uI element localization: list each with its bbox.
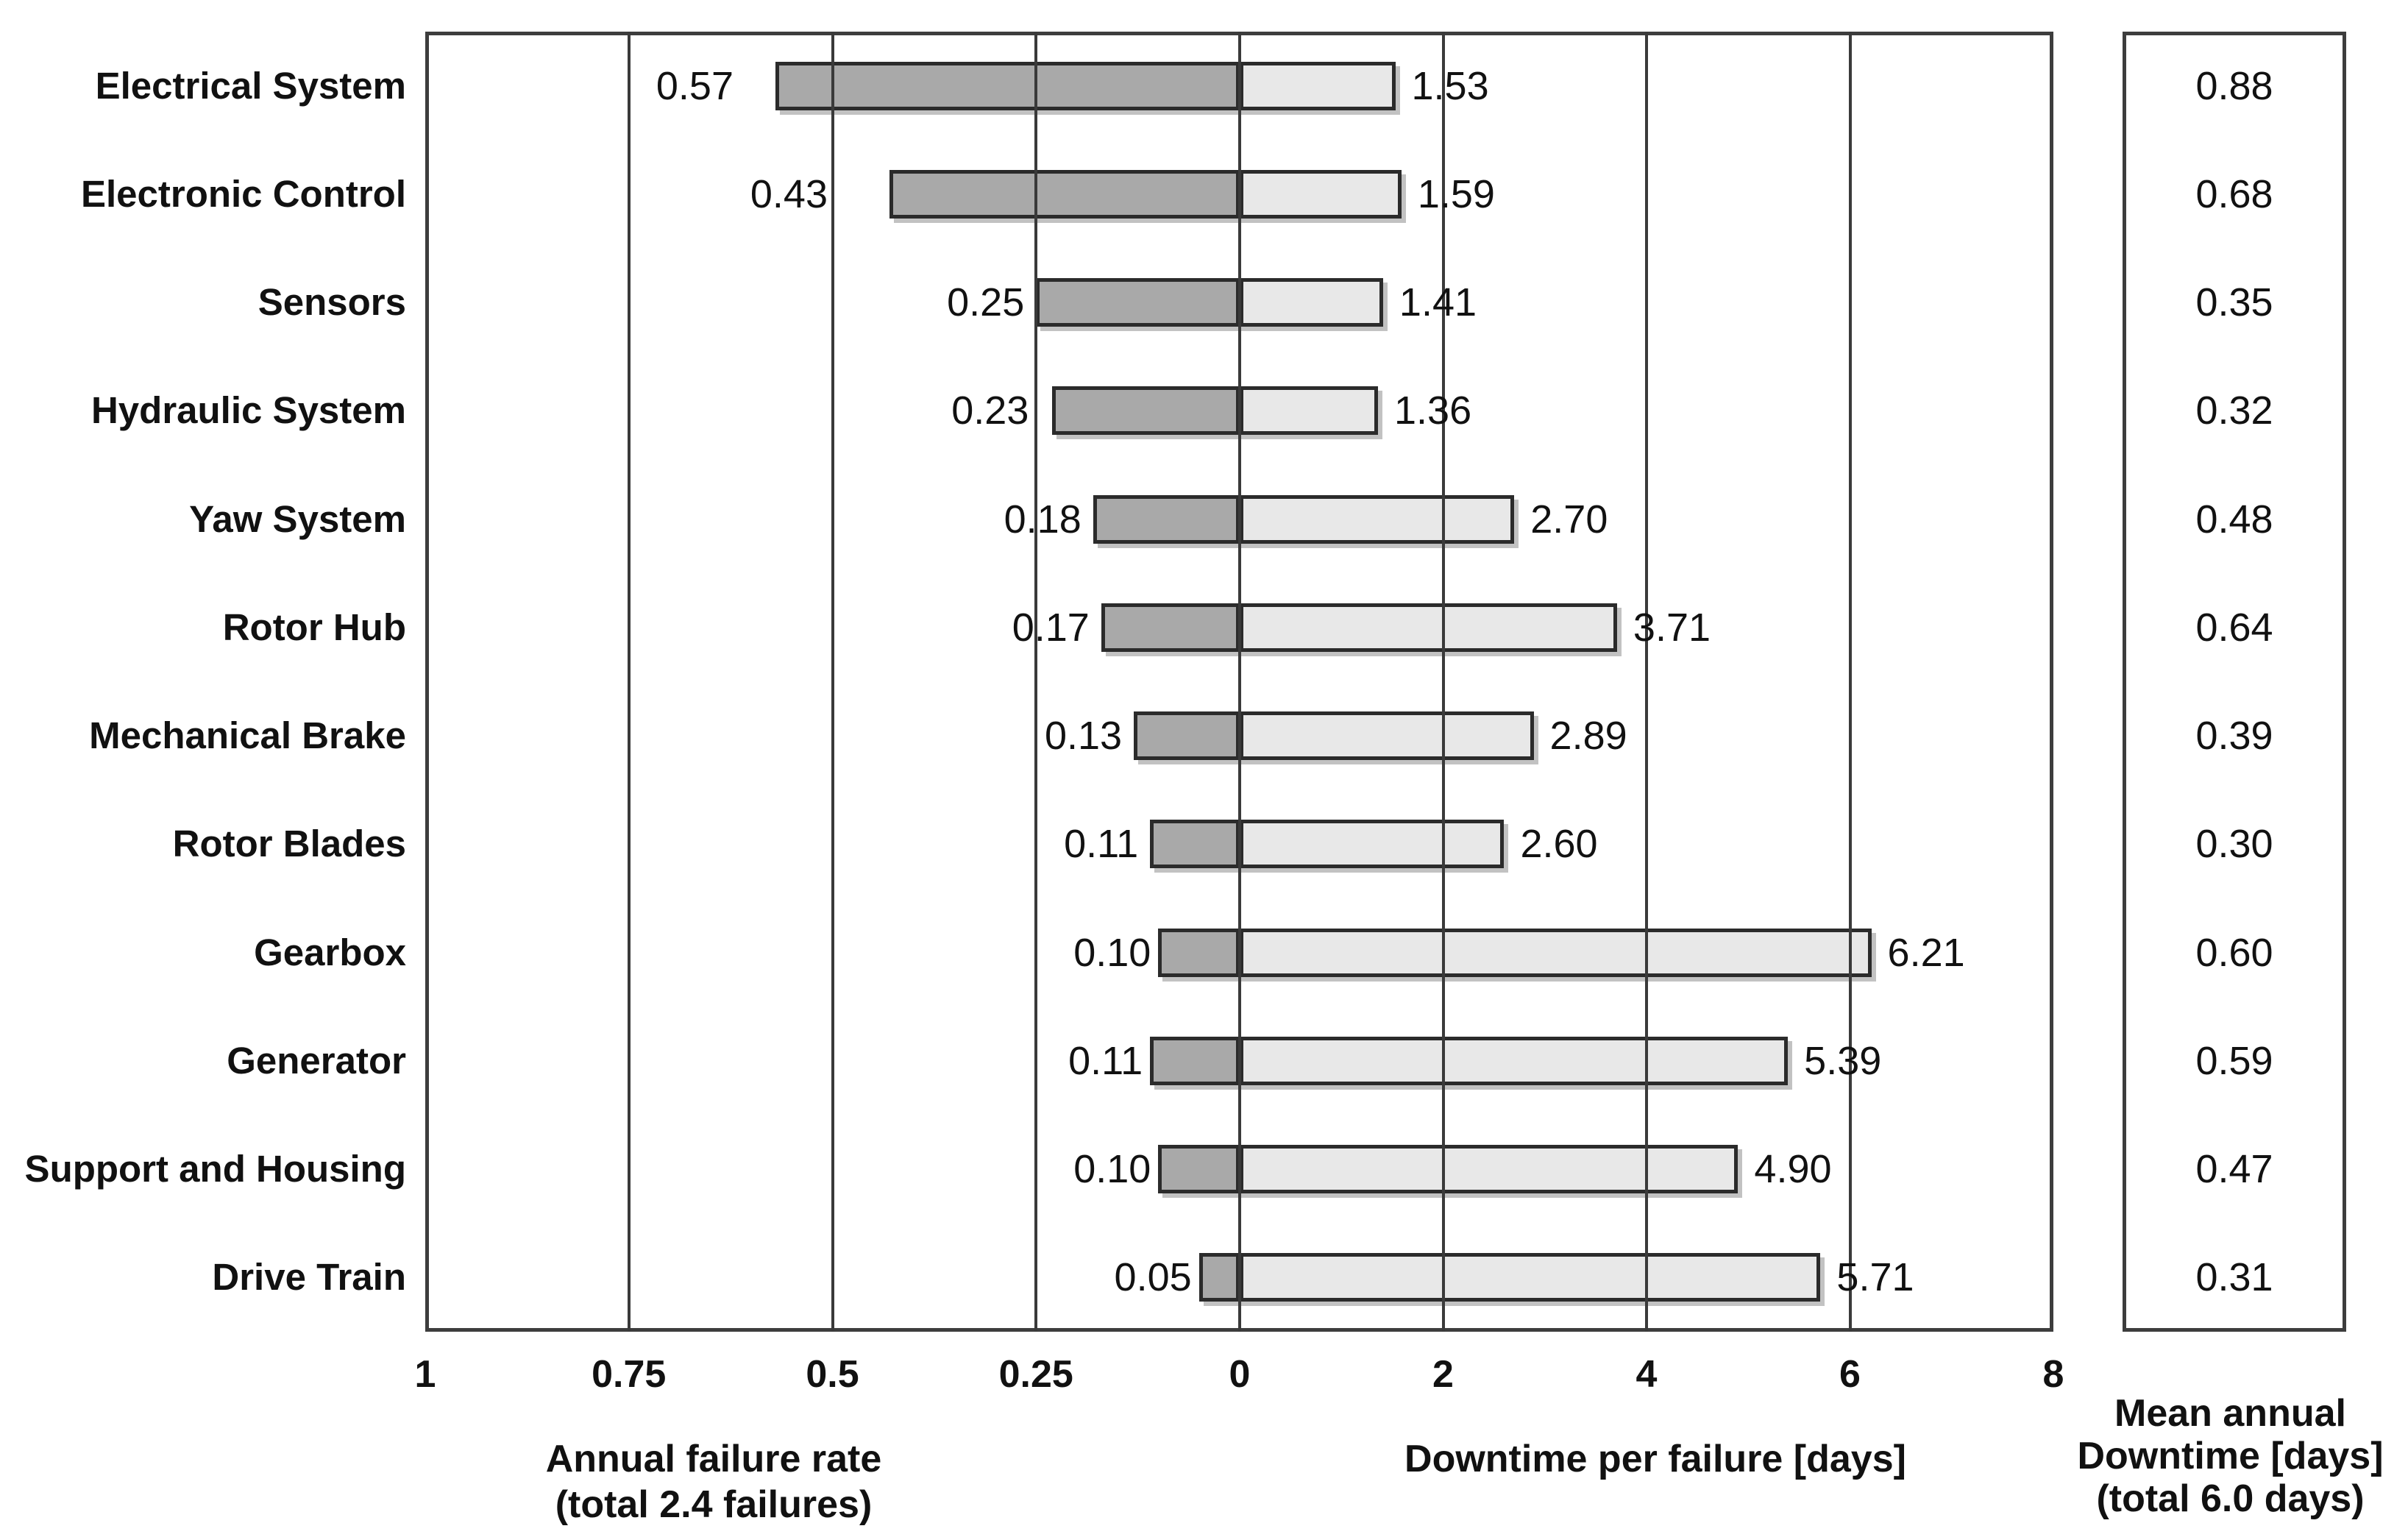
- mean-downtime-value: 0.32: [2195, 388, 2273, 433]
- mean-downtime-value: 0.88: [2195, 63, 2273, 108]
- downtime-bar: [1240, 820, 1505, 869]
- failure-rate-value: 0.25: [947, 280, 1025, 325]
- tick-rate-0: 0: [1229, 1353, 1251, 1396]
- failure-rate-value: 0.10: [1073, 930, 1151, 975]
- panel-title-line3: (total 6.0 days): [2096, 1477, 2365, 1520]
- panel-title: Mean annual Downtime [days] (total 6.0 d…: [2053, 1392, 2408, 1520]
- downtime-bar: [1240, 386, 1379, 436]
- downtime-bar: [1240, 278, 1383, 327]
- tick-days-4: 4: [1635, 1353, 1658, 1396]
- left-axis-title: Annual failure rate (total 2.4 failures): [383, 1436, 1045, 1527]
- panel-title-line1: Mean annual: [2114, 1392, 2346, 1435]
- failure-rate-bar: [1158, 1145, 1240, 1194]
- gridline-days-4: [1645, 32, 1648, 1332]
- downtime-value: 3.71: [1633, 605, 1711, 650]
- failure-rate-bar: [1198, 1253, 1240, 1302]
- downtime-value: 1.59: [1417, 171, 1495, 216]
- mean-downtime-value: 0.39: [2195, 714, 2273, 759]
- category-label: Drive Train: [212, 1256, 406, 1299]
- downtime-value: 5.71: [1836, 1255, 1914, 1300]
- category-label: Electronic Control: [80, 172, 406, 215]
- category-label: Electrical System: [95, 64, 406, 107]
- downtime-value: 1.36: [1394, 388, 1472, 433]
- downtime-value: 2.89: [1549, 714, 1627, 759]
- tick-rate-0.25: 0.25: [998, 1353, 1073, 1396]
- downtime-bar: [1240, 928, 1872, 977]
- downtime-bar: [1240, 494, 1515, 544]
- failure-rate-value: 0.18: [1004, 497, 1082, 542]
- gridline-rate-0.75: [627, 32, 631, 1332]
- mean-downtime-value: 0.60: [2195, 930, 2273, 975]
- downtime-value: 1.53: [1411, 63, 1489, 108]
- failure-rate-bar: [1150, 1036, 1240, 1085]
- failure-rate-bar: [1036, 278, 1240, 327]
- failure-rate-bar: [1052, 386, 1240, 436]
- left-axis-title-line2: (total 2.4 failures): [555, 1483, 873, 1526]
- downtime-bar: [1240, 1036, 1789, 1085]
- downtime-value: 4.90: [1754, 1147, 1832, 1192]
- gridline-days-6: [1848, 32, 1852, 1332]
- category-label: Generator: [227, 1039, 406, 1082]
- category-label: Support and Housing: [24, 1148, 406, 1190]
- tick-days-2: 2: [1432, 1353, 1454, 1396]
- tick-rate-1: 1: [414, 1353, 436, 1396]
- mean-downtime-value: 0.68: [2195, 171, 2273, 216]
- failure-rate-bar: [1101, 603, 1240, 652]
- failure-rate-value: 0.57: [656, 63, 734, 108]
- category-label: Yaw System: [189, 497, 406, 540]
- failure-rate-bar: [1158, 928, 1240, 977]
- category-label: Mechanical Brake: [89, 714, 406, 757]
- downtime-bar: [1240, 1145, 1738, 1194]
- failure-rate-value: 0.17: [1012, 605, 1090, 650]
- failure-rate-value: 0.05: [1114, 1255, 1192, 1300]
- tick-rate-0.5: 0.5: [806, 1353, 859, 1396]
- downtime-value: 1.41: [1399, 280, 1477, 325]
- downtime-bar: [1240, 1253, 1821, 1302]
- failure-rate-value: 0.11: [1068, 1038, 1143, 1083]
- mean-downtime-value: 0.59: [2195, 1038, 2273, 1083]
- gridline-rate-0.25: [1034, 32, 1038, 1332]
- category-label: Rotor Blades: [172, 823, 406, 865]
- failure-rate-bar: [1134, 711, 1240, 761]
- category-label: Hydraulic System: [90, 389, 406, 432]
- mean-downtime-value: 0.47: [2195, 1147, 2273, 1192]
- gridline-days-2: [1441, 32, 1445, 1332]
- failure-rate-bar: [1150, 820, 1240, 869]
- tick-days-6: 6: [1839, 1353, 1861, 1396]
- failure-rate-value: 0.23: [951, 388, 1029, 433]
- failure-rate-value: 0.11: [1064, 822, 1139, 867]
- left-axis-title-line1: Annual failure rate: [545, 1438, 882, 1480]
- gridline-rate-0.5: [831, 32, 834, 1332]
- downtime-value: 5.39: [1804, 1038, 1882, 1083]
- downtime-bar: [1240, 603, 1617, 652]
- tick-rate-0.75: 0.75: [592, 1353, 667, 1396]
- failure-rate-bar: [775, 61, 1240, 110]
- mean-downtime-value: 0.48: [2195, 497, 2273, 542]
- tick-days-8: 8: [2042, 1353, 2064, 1396]
- downtime-bar: [1240, 169, 1402, 219]
- category-label: Sensors: [258, 281, 406, 324]
- downtime-bar: [1240, 711, 1534, 761]
- downtime-value: 6.21: [1887, 930, 1965, 975]
- failure-rate-value: 0.43: [750, 171, 828, 216]
- mean-downtime-panel-box: [2123, 32, 2346, 1332]
- downtime-value: 2.60: [1520, 822, 1598, 867]
- mean-downtime-value: 0.64: [2195, 605, 2273, 650]
- category-label: Gearbox: [254, 931, 406, 973]
- right-axis-title: Downtime per failure [days]: [1404, 1438, 1906, 1480]
- mean-downtime-value: 0.30: [2195, 822, 2273, 867]
- failure-rate-bar: [889, 169, 1240, 219]
- downtime-bar: [1240, 61, 1396, 110]
- mean-downtime-value: 0.35: [2195, 280, 2273, 325]
- downtime-value: 2.70: [1530, 497, 1608, 542]
- failure-rate-bar: [1093, 494, 1240, 544]
- failure-rate-value: 0.10: [1073, 1147, 1151, 1192]
- panel-title-line2: Downtime [days]: [2077, 1435, 2384, 1477]
- failure-rate-value: 0.13: [1044, 714, 1123, 759]
- category-label: Rotor Hub: [222, 606, 406, 648]
- mean-downtime-value: 0.31: [2195, 1255, 2273, 1300]
- gridline-rate-0: [1238, 32, 1241, 1332]
